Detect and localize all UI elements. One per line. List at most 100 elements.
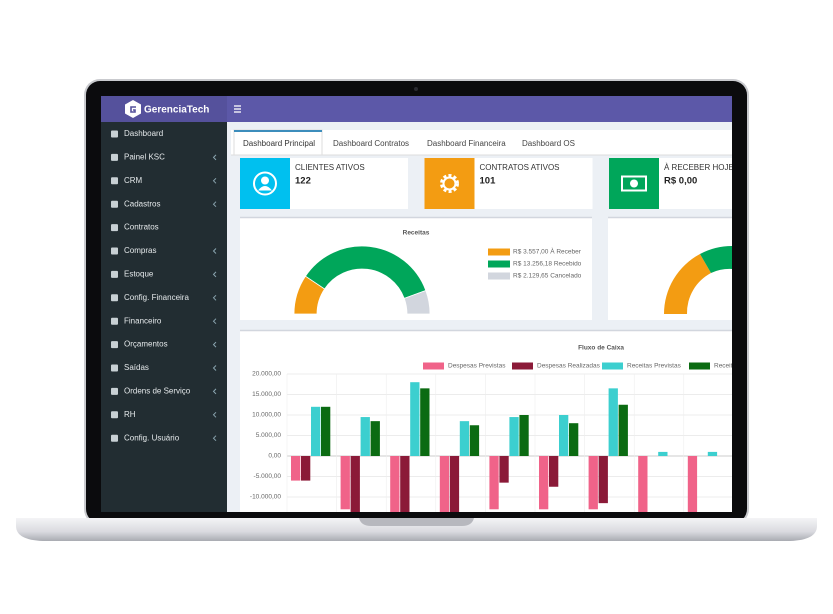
menu-label: Financeiro: [124, 316, 162, 325]
menu-icon: [111, 317, 118, 325]
icon-glyph: [630, 179, 638, 188]
sidebar-item[interactable]: Dashboard: [111, 129, 163, 138]
bar: [588, 456, 598, 510]
legend-swatch: [689, 362, 710, 370]
sidebar-item[interactable]: Saídas: [111, 363, 217, 372]
bar: [400, 456, 410, 512]
y-tick-label: 20.000,00: [252, 371, 281, 378]
bar: [618, 404, 628, 456]
sidebar-item[interactable]: Orçamentos: [111, 340, 217, 349]
sidebar-item[interactable]: Cadastros: [111, 199, 217, 208]
legend-swatch: [602, 362, 623, 370]
legend-label: Despesas Realizadas: [537, 363, 601, 370]
info-box-value: R$ 0,00: [664, 176, 697, 187]
second-donut-part: [700, 246, 732, 273]
submenu-chevron: [212, 318, 217, 325]
y-tick-label: 5.000,00: [256, 432, 282, 439]
legend-swatch: [488, 272, 510, 280]
sidebar-item[interactable]: RH: [111, 410, 217, 419]
legend-label: R$ 2.129,65 Cancelado: [513, 273, 582, 280]
sidebar-item[interactable]: Painel KSC: [111, 153, 217, 162]
menu-icon: [111, 434, 118, 442]
bar: [321, 406, 331, 456]
menu-icon: [111, 247, 118, 255]
sidebar-item[interactable]: Ordens de Serviço: [111, 387, 217, 396]
tab-label: Dashboard Contratos: [333, 139, 409, 148]
bar: [301, 456, 311, 481]
laptop-base: [16, 518, 817, 541]
tab[interactable]: Dashboard Contratos: [333, 139, 409, 148]
menu-icon: [111, 200, 118, 208]
tab[interactable]: Dashboard Principal: [233, 129, 323, 156]
menu-label: Orçamentos: [124, 340, 168, 349]
menu-label: Config. Financeira: [124, 293, 189, 302]
menu-label: CRM: [124, 176, 143, 185]
bar: [459, 421, 470, 456]
legend-swatch: [512, 362, 533, 370]
submenu-chevron: [212, 154, 217, 161]
bar: [291, 456, 301, 481]
info-box-title: À RECEBER HOJE: [664, 163, 732, 172]
info-box: CLIENTES ATIVOS 122: [240, 158, 408, 209]
legend-label: Despesas Previstas: [448, 363, 506, 370]
y-tick-label: -10.000,00: [250, 494, 281, 501]
second-donut-part: [664, 254, 711, 314]
bar: [420, 388, 430, 456]
menu-label: RH: [124, 410, 136, 419]
sidebar-item[interactable]: Financeiro: [111, 316, 217, 325]
bar: [608, 388, 618, 456]
menu-icon: [111, 364, 118, 372]
sidebar-item[interactable]: Compras: [111, 246, 217, 255]
menu-label: Cadastros: [124, 199, 160, 208]
icon-glyph: [621, 175, 647, 192]
menu-icon: [111, 294, 118, 302]
submenu-chevron: [212, 388, 217, 395]
menu-label: Compras: [124, 246, 156, 255]
bar: [370, 421, 380, 456]
icon-glyph: [261, 176, 269, 185]
bar: [340, 456, 350, 510]
tab-label: Dashboard OS: [522, 139, 575, 148]
bar: [519, 415, 529, 456]
bar: [638, 456, 648, 512]
submenu-chevron: [212, 341, 217, 348]
bar: [360, 417, 370, 456]
receitas-chart: Receitas R$ 3.557,00 À Receber R$ 13.256,1…: [293, 230, 582, 315]
menu-label: Painel KSC: [124, 153, 165, 162]
menu-label: Estoque: [124, 270, 154, 279]
tab[interactable]: Dashboard Financeira: [427, 139, 506, 148]
tab[interactable]: Dashboard OS: [522, 139, 575, 148]
icon-glyph: [258, 186, 272, 191]
sidebar-item[interactable]: Estoque: [111, 270, 217, 279]
bar: [489, 456, 499, 510]
bar: [449, 456, 460, 512]
bar: [350, 456, 360, 512]
icon-glyph: [253, 171, 277, 196]
menu-label: Config. Usuário: [124, 433, 180, 442]
menu-toggle[interactable]: [234, 105, 241, 113]
icon-glyph: [442, 176, 457, 191]
base-notch: [359, 518, 474, 526]
bar: [439, 456, 450, 512]
menu-label: Contratos: [124, 223, 159, 232]
menu-icon: [111, 341, 118, 349]
info-box: CONTRATOS ATIVOS 101: [424, 158, 593, 209]
info-box: À RECEBER HOJE R$ 0,00: [609, 158, 732, 209]
bar: [509, 417, 519, 456]
sidebar-item[interactable]: CRM: [111, 176, 217, 185]
submenu-chevron: [212, 294, 217, 301]
menu-icon: [111, 177, 118, 185]
bar: [559, 415, 569, 456]
bar: [539, 456, 549, 510]
sidebar-item[interactable]: Contratos: [111, 223, 159, 232]
bar: [549, 456, 559, 487]
menu-icon: [111, 153, 118, 161]
sidebar-item[interactable]: Config. Financeira: [111, 293, 217, 302]
logo-bar: [101, 96, 227, 122]
sidebar: [101, 122, 227, 512]
menu-icon: [111, 270, 118, 278]
menu-icon: [111, 387, 118, 395]
sidebar-item[interactable]: Config. Usuário: [111, 433, 217, 442]
bar: [707, 451, 718, 456]
submenu-chevron: [212, 177, 217, 184]
